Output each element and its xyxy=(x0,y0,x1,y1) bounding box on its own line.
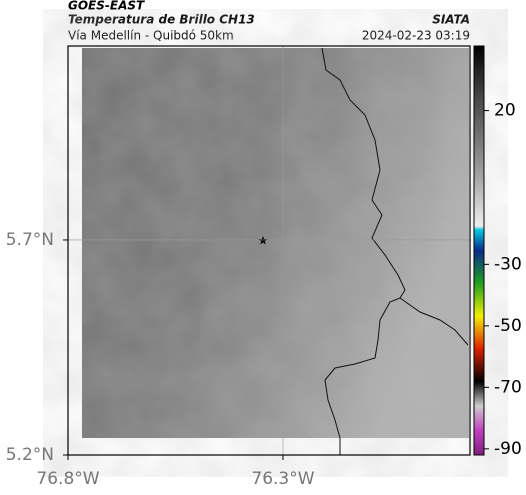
timestamp: 2024-02-23 03:19 xyxy=(362,29,470,43)
source: GOES-EAST xyxy=(68,0,145,13)
agency: SIATA xyxy=(432,13,470,27)
colorbar-tick-label: -50 xyxy=(494,316,522,336)
colorbar-tick-label: 20 xyxy=(494,101,516,121)
colorbar-tick-label: -90 xyxy=(494,439,522,459)
location-star: ★ xyxy=(258,234,269,248)
map: ★ xyxy=(67,45,471,456)
cloud-texture xyxy=(82,48,469,438)
colorbar-tick-label: -70 xyxy=(494,377,522,397)
y-tick-label: 5.2°N xyxy=(6,445,54,465)
subtitle: Vía Medellín - Quibdó 50km xyxy=(68,29,234,43)
map-frame xyxy=(67,45,471,456)
coastline xyxy=(321,47,469,455)
x-tick-label: 76.3°W xyxy=(251,469,314,489)
title: Temperatura de Brillo CH13 xyxy=(68,13,255,27)
colorbar-tick-label: -30 xyxy=(494,254,522,274)
colorbar xyxy=(473,45,485,456)
y-tick-label: 5.7°N xyxy=(6,230,54,250)
x-tick-label: 76.8°W xyxy=(36,469,99,489)
